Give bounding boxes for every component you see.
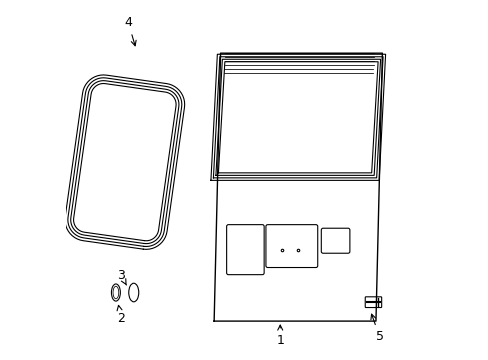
Text: 1: 1 [276, 325, 284, 347]
Text: 4: 4 [124, 16, 136, 46]
Text: 2: 2 [117, 305, 125, 325]
Text: 5: 5 [370, 314, 383, 343]
Text: 3: 3 [117, 269, 126, 285]
